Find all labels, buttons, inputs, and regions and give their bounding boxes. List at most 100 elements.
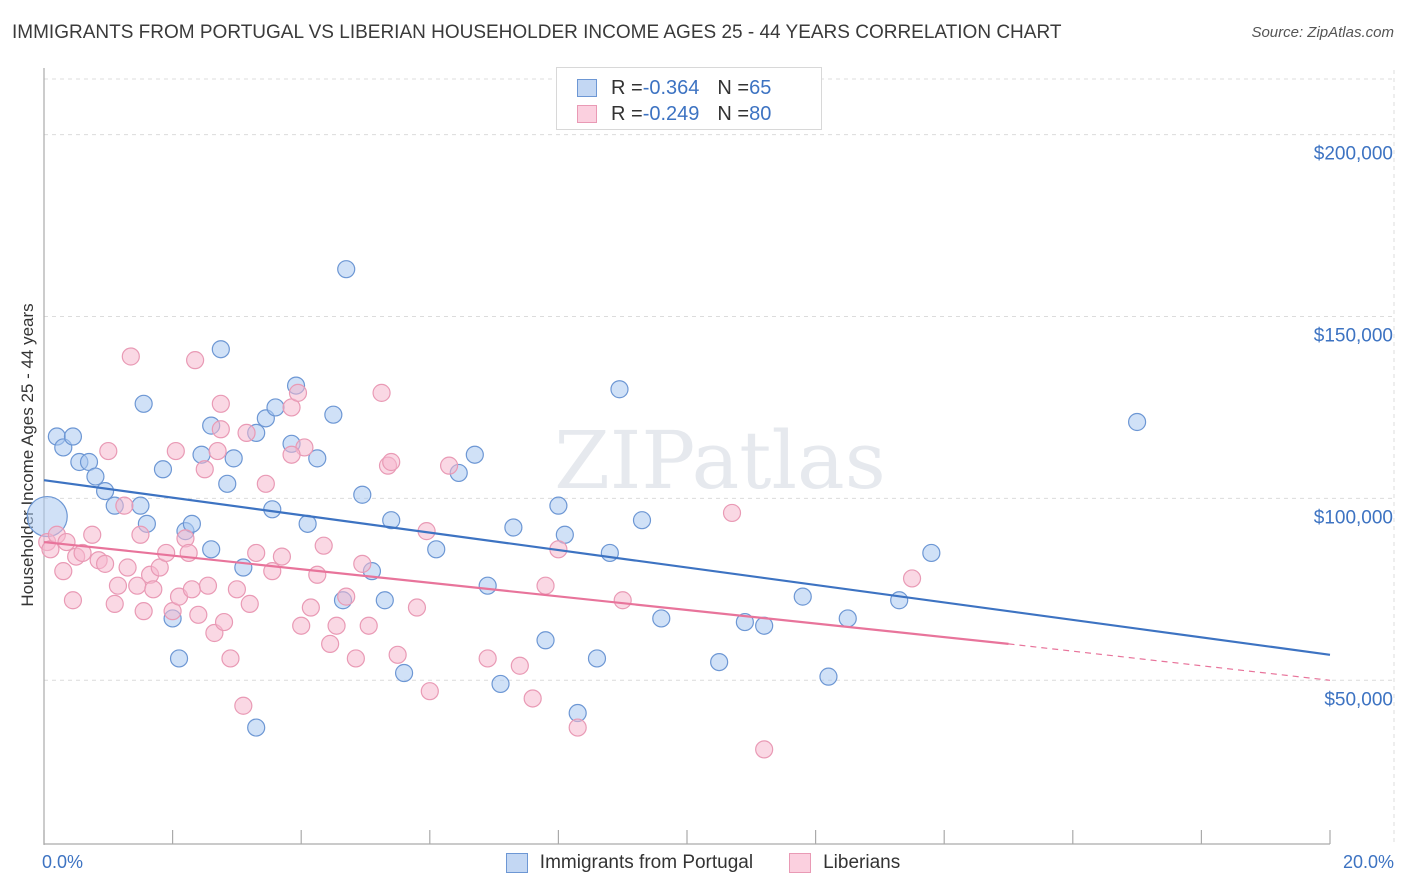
point-liberian [189,605,208,624]
legend-swatch-pink [789,853,812,873]
point-liberian [105,594,124,613]
point-liberian [755,740,774,759]
point-liberian [57,532,76,552]
point-portugal [610,380,629,399]
point-liberian [247,543,266,563]
x-tick-max: 20.0% [1342,852,1394,872]
point-liberian [118,558,137,577]
point-liberian [337,587,356,606]
y-tick-label: $100,000 [1314,507,1393,528]
point-liberian [214,612,234,632]
point-portugal [536,631,555,650]
point-liberian [420,682,439,701]
point-liberian [282,445,301,464]
legend-r-label: R = [611,102,643,125]
y-tick-label: $150,000 [1314,325,1393,346]
point-liberian [134,602,153,621]
trendline-liberians-extension [1008,643,1331,681]
point-liberian [144,580,163,599]
point-portugal [218,474,237,493]
point-liberian [568,718,587,737]
watermark: ZIPatlas [554,414,886,507]
point-liberian [346,649,365,668]
point-liberian [115,496,134,515]
legend-n-value: 80 [749,102,772,125]
point-liberian [221,649,240,668]
point-liberian [83,525,102,544]
point-portugal [793,587,812,606]
point-portugal [427,540,446,559]
point-liberian [722,503,742,523]
point-liberian [54,562,73,581]
point-liberian [407,598,427,617]
legend-r-value: -0.249 [642,102,700,125]
point-liberian [240,594,259,613]
point-portugal [819,667,838,686]
point-liberian [308,565,327,584]
point-portugal [169,649,189,668]
point-portugal [652,609,671,628]
point-portugal [465,445,484,464]
point-portugal [382,511,401,530]
point-portugal [478,576,497,595]
point-portugal [353,485,372,504]
point-liberian [613,591,632,610]
point-liberian [439,456,459,475]
legend-label-portugal: Immigrants from Portugal [539,852,754,873]
point-liberian [63,591,83,610]
legend-n-label: N = [717,76,750,99]
point-portugal [202,540,221,559]
point-portugal [549,496,568,515]
point-portugal [375,591,394,610]
legend-swatch-blue [577,79,597,97]
point-liberian [256,474,275,493]
point-liberian [510,656,529,675]
point-liberian [186,351,205,370]
point-liberian [198,576,218,595]
point-liberian [195,460,214,479]
point-liberian [301,598,320,617]
point-portugal [890,591,909,610]
point-liberian [382,452,401,472]
point-liberian [95,554,115,573]
point-liberian [121,347,140,366]
trendline-portugal [43,479,1331,656]
point-portugal [211,340,230,359]
point-liberian [288,383,308,402]
legend-item-liberians: Liberians [789,852,900,874]
point-liberian [237,423,256,442]
point-liberian [182,580,201,599]
point-portugal [394,663,414,683]
legend-swatch-pink [577,105,597,123]
y-tick-label: $200,000 [1314,144,1393,165]
point-portugal [491,674,510,694]
point-liberian [208,441,227,461]
point-liberian [73,543,92,563]
point-portugal [504,518,523,537]
point-liberian [227,580,246,599]
point-liberian [359,616,378,635]
point-liberian [314,536,333,555]
point-portugal [838,609,857,628]
point-liberian [321,634,340,654]
point-portugal [922,543,941,563]
point-portugal [308,449,327,468]
point-liberian [902,569,922,588]
point-portugal [131,496,150,515]
point-liberian [211,394,230,413]
legend-row-portugal: R = -0.364 N = 65 [577,75,771,101]
series-legend: Immigrants from Portugal Liberians [0,852,1406,874]
point-portugal [134,394,153,413]
point-liberian [166,441,185,461]
point-portugal [735,612,754,632]
legend-r-value: -0.364 [642,76,700,99]
source-label: Source: ZipAtlas.com [1251,24,1394,41]
point-portugal [710,652,729,672]
point-portugal [247,718,266,737]
point-liberian [478,649,497,668]
point-liberian [234,696,253,715]
y-tick-label: $50,000 [1324,689,1393,710]
trendline-liberians [43,540,1009,645]
legend-n-label: N = [717,102,750,125]
